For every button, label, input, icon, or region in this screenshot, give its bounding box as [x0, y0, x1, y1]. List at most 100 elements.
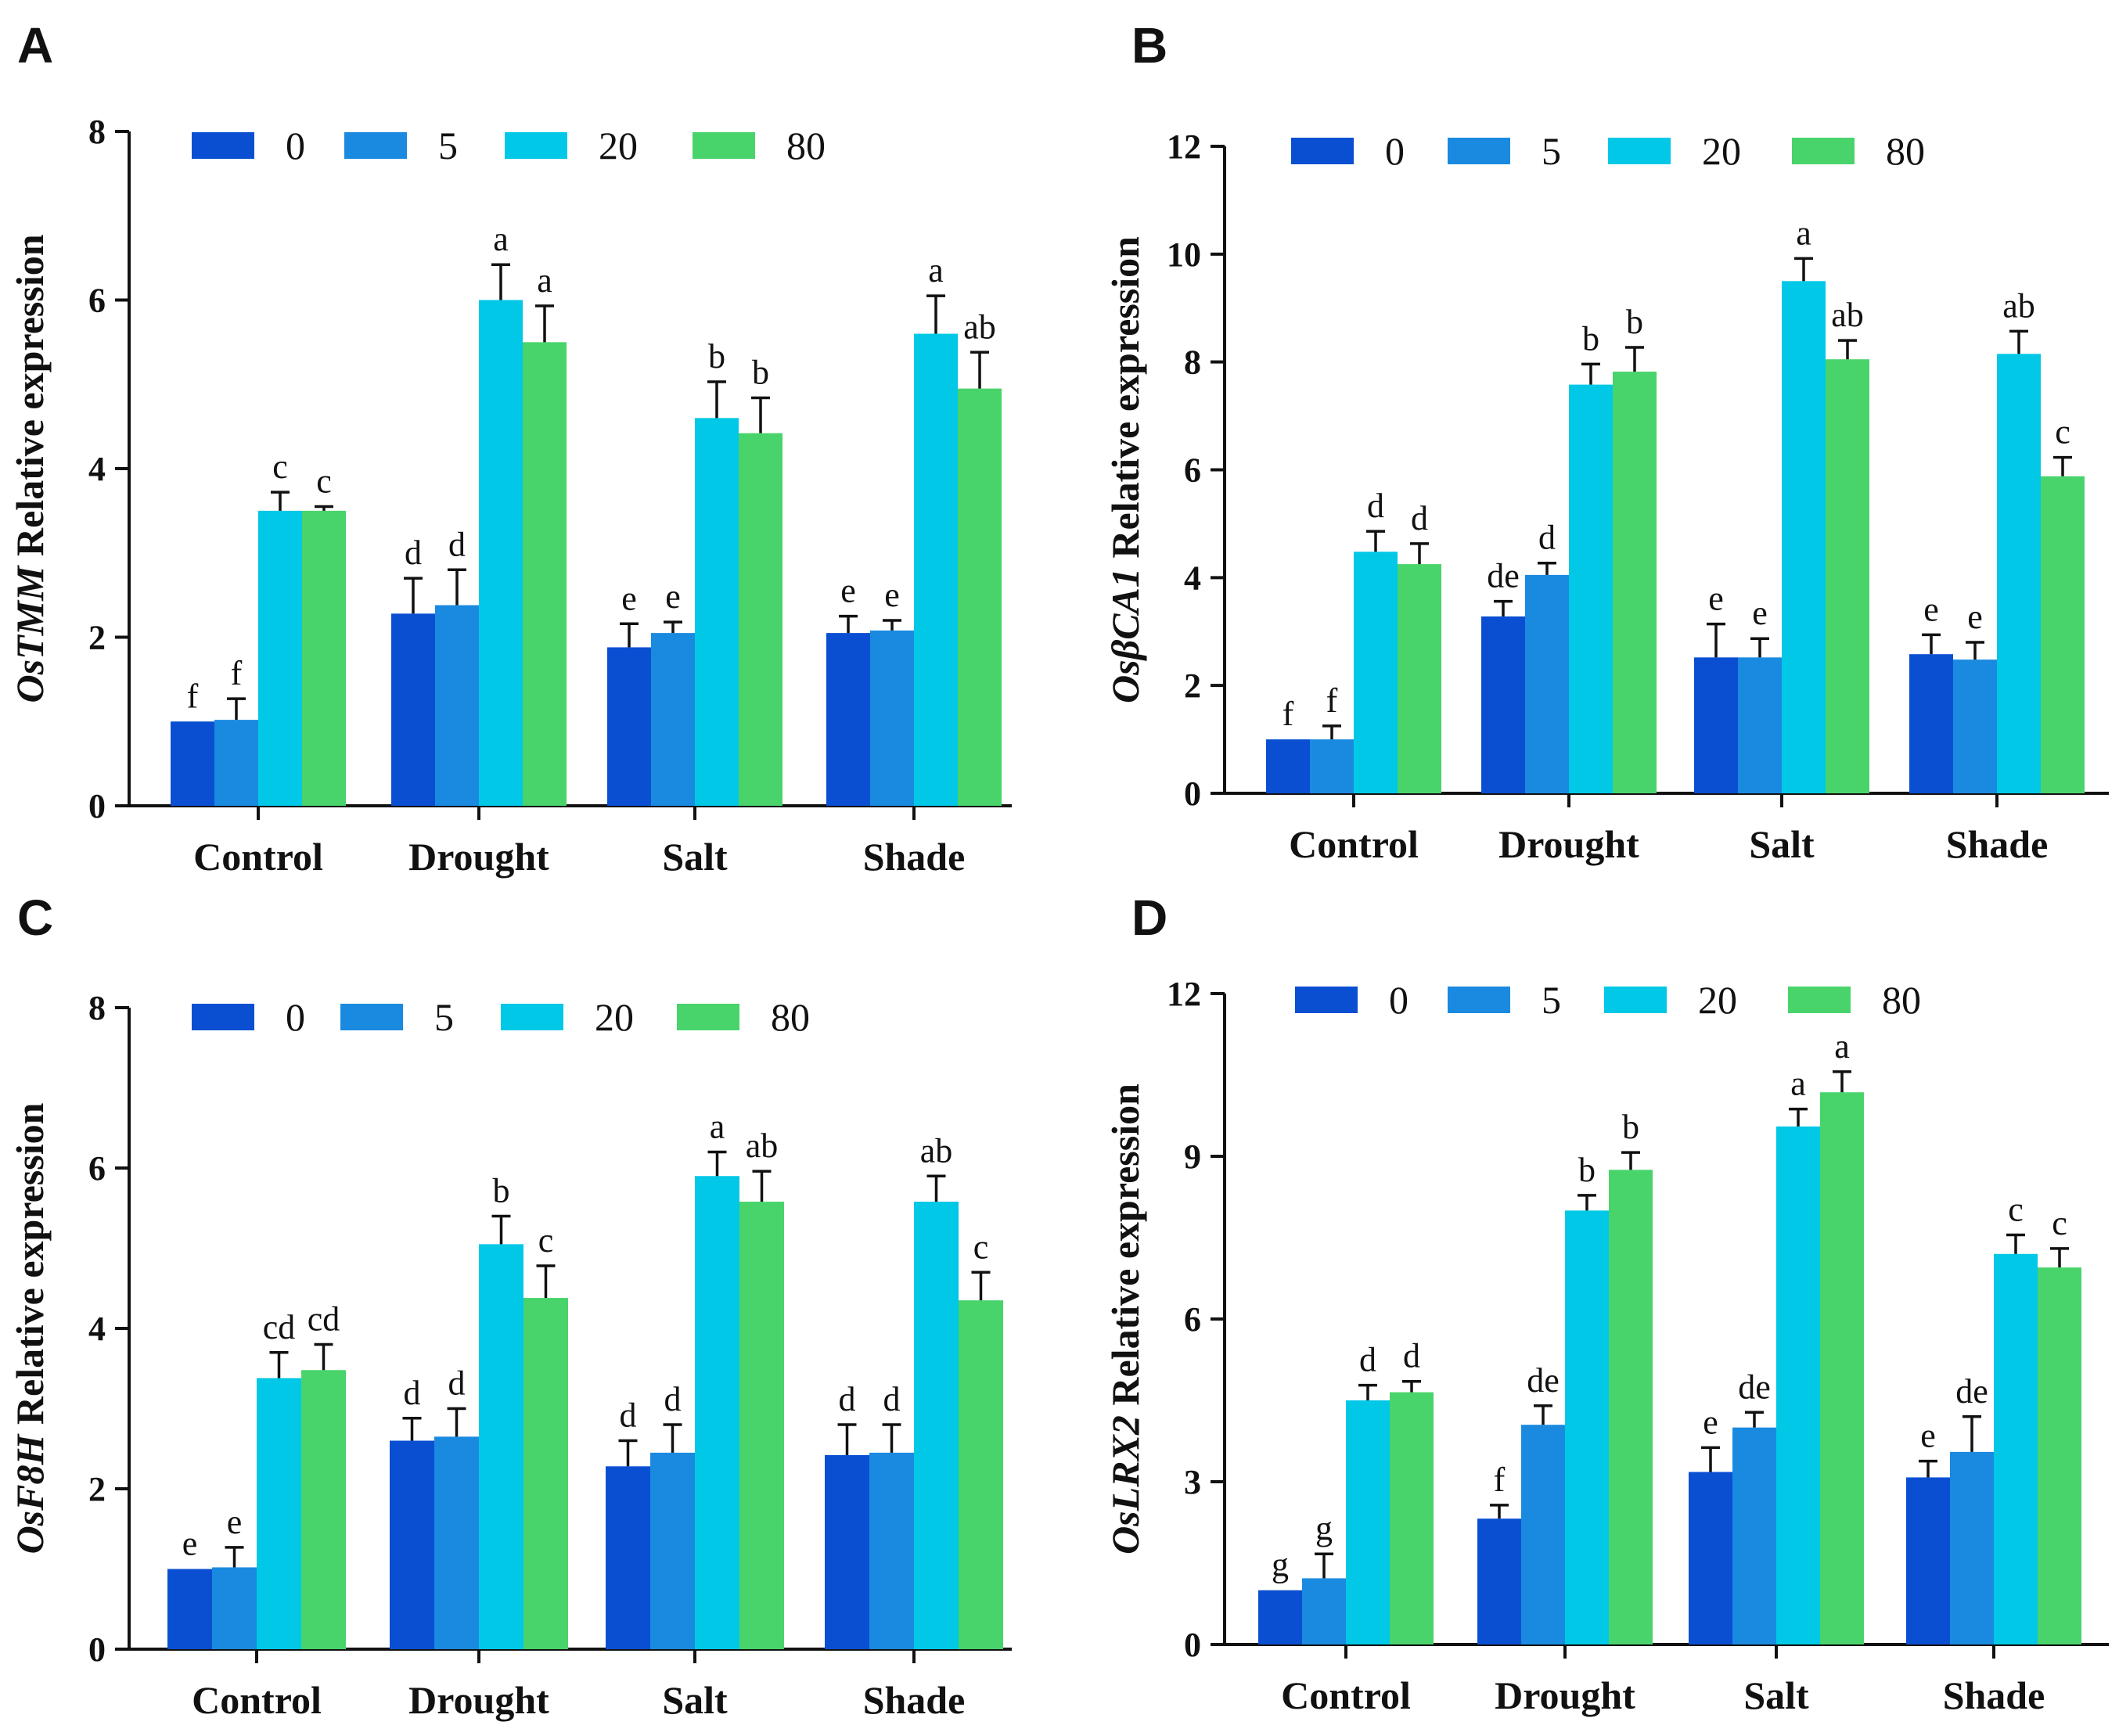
bar-shade-5	[1953, 660, 1997, 793]
bar-drought-20	[1565, 1210, 1609, 1644]
y-axis-label-text: Relative expression	[1103, 1084, 1147, 1415]
panel-a: A 0 2 4 6 8 OsTMM Relative expression 0 5 20 80 ff c…	[8, 17, 1012, 879]
bar-shade-20	[1997, 354, 2041, 793]
bar-salt-20	[1782, 281, 1826, 794]
bar-shade-20	[1994, 1253, 2038, 1644]
significance-label: f	[1326, 681, 1338, 720]
bar-salt-0	[607, 647, 651, 806]
bar-shade-20	[914, 333, 958, 807]
significance-label: ab	[963, 307, 996, 346]
significance-label: c	[316, 462, 332, 500]
bar-salt-80	[1820, 1092, 1864, 1644]
legend-swatch-0	[192, 1004, 254, 1030]
y-axis-label: OsLRX2 Relative expression	[1103, 1084, 1147, 1554]
significance-label: d	[1367, 487, 1384, 525]
y-tick-label: 6	[88, 1149, 106, 1188]
significance-label: d	[839, 1380, 856, 1418]
legend-swatch-80	[1788, 987, 1851, 1013]
y-tick-label: 4	[88, 450, 106, 488]
panel-c: C 0 2 4 6 8 OsF8H Relative expression 0 5 20 80 ee c…	[8, 890, 1012, 1722]
y-tick-label: 2	[88, 1470, 106, 1508]
x-tick-label-salt: Salt	[662, 1678, 728, 1722]
bar-salt-0	[1689, 1472, 1732, 1644]
significance-label: c	[538, 1221, 554, 1260]
significance-label: ab	[1831, 296, 1864, 334]
significance-label: a	[537, 261, 552, 300]
significance-label: de	[1738, 1368, 1771, 1406]
legend-label-20: 20	[1698, 978, 1737, 1022]
bar-control-5	[1310, 739, 1354, 793]
x-tick-label-shade: Shade	[1946, 822, 2049, 866]
bar-drought-20	[1569, 384, 1613, 793]
significance-label: d	[620, 1396, 637, 1435]
bar-drought-20	[479, 300, 523, 806]
significance-label: de	[1487, 557, 1520, 595]
significance-label: f	[1494, 1461, 1506, 1499]
legend-label-80: 80	[771, 995, 810, 1039]
y-tick-label: 8	[88, 113, 106, 151]
x-tick-label-drought: Drought	[1495, 1673, 1635, 1717]
panel-letter: C	[17, 890, 53, 946]
legend-swatch-80	[1792, 138, 1855, 164]
bar-control-80	[302, 510, 346, 806]
panel-letter: D	[1131, 890, 1167, 946]
bar-salt-5	[650, 1452, 695, 1649]
significance-label: e	[1923, 590, 1939, 628]
y-tick-label: 6	[1184, 451, 1201, 490]
significance-label: c	[2052, 1204, 2067, 1242]
significance-label: b	[1578, 1151, 1596, 1189]
x-tick-label-control: Control	[192, 1678, 322, 1722]
y-tick-label: 6	[88, 282, 106, 320]
y-axis-label: OsF8H Relative expression	[8, 1102, 52, 1554]
bar-salt-20	[695, 418, 739, 806]
bar-control-0	[167, 1569, 212, 1649]
bar-shade-80	[2038, 1267, 2081, 1644]
y-tick-label: 10	[1167, 235, 1201, 274]
bar-drought-80	[1609, 1170, 1653, 1644]
x-tick-label-drought: Drought	[408, 835, 549, 879]
significance-label: e	[1703, 1403, 1718, 1441]
significance-label: f	[231, 654, 243, 692]
y-axis-label-text: Relative expression	[8, 234, 52, 566]
bar-salt-80	[739, 433, 782, 806]
legend-swatch-0	[192, 132, 254, 159]
bar-drought-0	[1477, 1519, 1521, 1644]
panel-letter: A	[17, 17, 53, 74]
bar-salt-20	[1776, 1126, 1820, 1644]
significance-label: c	[973, 1227, 989, 1266]
significance-label: a	[1790, 1065, 1806, 1103]
legend-label-0: 0	[1389, 978, 1408, 1022]
bar-shade-5	[869, 1452, 914, 1649]
bar-control-0	[171, 721, 214, 806]
bar-salt-5	[1738, 657, 1782, 793]
bar-control-80	[1398, 564, 1441, 793]
significance-label: d	[1359, 1341, 1376, 1379]
bar-salt-80	[1826, 359, 1869, 793]
significance-label: b	[1626, 303, 1643, 341]
significance-label: d	[404, 1374, 421, 1412]
y-axis-label: OsβCA1 Relative expression	[1103, 236, 1147, 703]
y-tick-label: 12	[1167, 975, 1201, 1013]
y-tick-label: 0	[88, 787, 106, 825]
significance-label: e	[182, 1525, 198, 1563]
significance-label: e	[1967, 598, 1983, 636]
bar-salt-5	[651, 633, 695, 806]
x-tick-label-shade: Shade	[1943, 1673, 2045, 1717]
significance-label: c	[2055, 413, 2070, 451]
legend-label-0: 0	[1385, 129, 1405, 173]
y-axis-label-gene: OsF8H	[8, 1433, 52, 1554]
panel-b: B 0 2 4 6 8 10 12 OsβCA1 Relative expression 0 5 20…	[1103, 17, 2109, 866]
y-tick-label: 2	[88, 619, 106, 657]
y-tick-label: 2	[1184, 667, 1201, 705]
legend-swatch-20	[1604, 987, 1667, 1013]
significance-label: b	[708, 337, 725, 376]
significance-label: e	[884, 576, 900, 614]
x-tick-label-salt: Salt	[1743, 1673, 1809, 1717]
x-tick-label-shade: Shade	[863, 835, 966, 879]
bar-control-80	[1390, 1392, 1434, 1644]
significance-label: e	[1920, 1417, 1936, 1455]
y-axis-label: OsTMM Relative expression	[8, 234, 52, 703]
bar-shade-0	[825, 1454, 869, 1649]
x-tick-label-control: Control	[193, 835, 323, 879]
